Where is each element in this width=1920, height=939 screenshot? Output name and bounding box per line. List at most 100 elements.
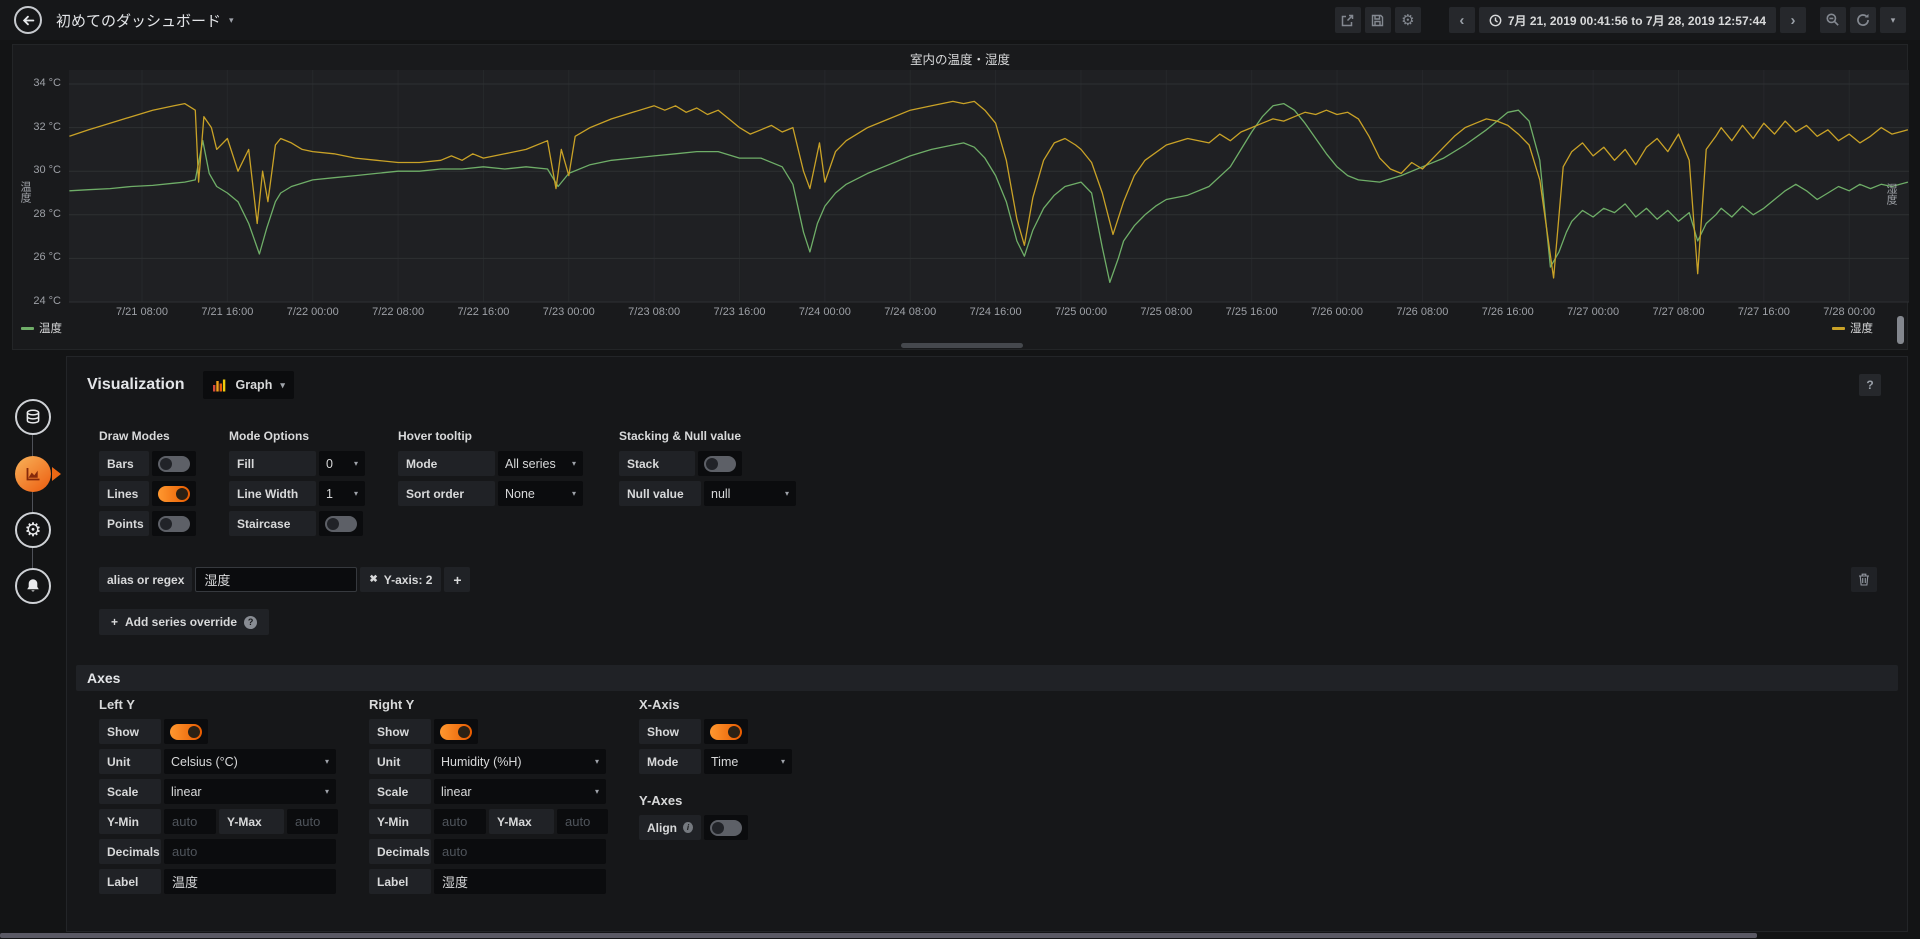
info-circle-icon: i bbox=[683, 822, 693, 833]
add-override-option-button[interactable]: + bbox=[444, 567, 471, 592]
tooltip-mode-select[interactable]: All series ▾ bbox=[498, 451, 583, 476]
visualization-type-select[interactable]: Graph ▾ bbox=[202, 371, 294, 399]
panel-horizontal-scrollbar[interactable] bbox=[901, 343, 1023, 348]
unit-label: Unit bbox=[369, 749, 431, 774]
time-forward-button[interactable]: › bbox=[1780, 7, 1806, 33]
stack-toggle[interactable] bbox=[698, 451, 742, 476]
null-value-select[interactable]: null ▾ bbox=[704, 481, 796, 506]
left-y-min-input[interactable] bbox=[164, 814, 216, 829]
y-axes-align-toggle[interactable] bbox=[704, 815, 748, 840]
zoom-out-icon bbox=[1826, 13, 1839, 26]
share-button[interactable] bbox=[1334, 7, 1361, 33]
x-tick-label: 7/23 00:00 bbox=[542, 306, 595, 318]
stacking-title: Stacking & Null value bbox=[619, 429, 742, 443]
left-y-label-input[interactable] bbox=[164, 874, 336, 889]
chevron-down-icon: ▾ bbox=[784, 489, 789, 498]
decimals-field bbox=[164, 839, 336, 864]
staircase-label: Staircase bbox=[229, 511, 316, 536]
show-label: Show bbox=[639, 719, 701, 744]
right-y-label-input[interactable] bbox=[434, 874, 606, 889]
show-label: Show bbox=[99, 719, 161, 744]
chevron-down-icon: ▾ bbox=[571, 489, 576, 498]
x-tick-label: 7/24 08:00 bbox=[884, 306, 937, 318]
y-axes-title: Y-Axes bbox=[639, 793, 683, 808]
delete-override-button[interactable] bbox=[1851, 567, 1877, 592]
page-scrollbar-thumb[interactable] bbox=[0, 933, 1757, 938]
x-tick-label: 7/21 08:00 bbox=[116, 306, 168, 318]
back-button[interactable] bbox=[14, 6, 42, 34]
right-y-title: Right Y bbox=[369, 697, 415, 712]
x-tick-label: 7/27 00:00 bbox=[1567, 306, 1620, 318]
right-y-show-toggle[interactable] bbox=[434, 719, 478, 744]
bar-chart-icon bbox=[212, 379, 225, 392]
time-range-picker[interactable]: 7月 21, 2019 00:41:56 to 7月 28, 2019 12:5… bbox=[1478, 7, 1776, 33]
x-axis-mode-select[interactable]: Time ▾ bbox=[704, 749, 792, 774]
panel-title[interactable]: 室内の温度・湿度 bbox=[909, 53, 1010, 67]
time-range-text: 7月 21, 2019 00:41:56 to 7月 28, 2019 12:5… bbox=[1507, 13, 1766, 28]
help-button[interactable]: ? bbox=[1859, 374, 1881, 396]
scale-label: Scale bbox=[369, 779, 431, 804]
add-series-override-button[interactable]: + Add series override ? bbox=[99, 609, 270, 635]
chevron-down-icon: ▾ bbox=[594, 787, 599, 796]
bars-toggle[interactable] bbox=[152, 451, 196, 476]
alias-or-regex-label: alias or regex bbox=[99, 567, 193, 592]
visualization-section-title: Visualization bbox=[87, 376, 185, 393]
left-y-show-toggle[interactable] bbox=[164, 719, 208, 744]
right-y-unit-select[interactable]: Humidity (%H) ▾ bbox=[434, 749, 606, 774]
left-y-max-input[interactable] bbox=[287, 814, 338, 829]
override-yaxis-tag[interactable]: ✖ Y-axis: 2 bbox=[360, 567, 442, 592]
ymin-label: Y-Min bbox=[369, 809, 431, 834]
tab-queries[interactable] bbox=[15, 399, 51, 435]
chevron-down-icon: ▾ bbox=[594, 757, 599, 766]
lines-toggle[interactable] bbox=[152, 481, 196, 506]
x-axis-show-toggle[interactable] bbox=[704, 719, 748, 744]
remove-icon[interactable]: ✖ bbox=[369, 574, 378, 585]
left-y-scale-select[interactable]: linear ▾ bbox=[164, 779, 336, 804]
alias-or-regex-input[interactable] bbox=[196, 572, 357, 587]
database-icon bbox=[26, 409, 40, 424]
align-label: Align i bbox=[639, 815, 701, 840]
refresh-interval-dropdown[interactable]: ▾ bbox=[1880, 7, 1906, 33]
left-y-unit-select[interactable]: Celsius (°C) ▾ bbox=[164, 749, 336, 774]
right-y-decimals-input[interactable] bbox=[434, 844, 606, 859]
refresh-button[interactable] bbox=[1850, 7, 1876, 33]
left-y-decimals-input[interactable] bbox=[164, 844, 336, 859]
page-horizontal-scrollbar[interactable] bbox=[0, 932, 1920, 939]
time-back-button[interactable]: ‹ bbox=[1448, 7, 1475, 33]
tab-general[interactable]: ⚙ bbox=[15, 512, 51, 548]
points-toggle[interactable] bbox=[152, 511, 196, 536]
right-y-max-input[interactable] bbox=[557, 814, 608, 829]
tab-alert[interactable] bbox=[15, 568, 51, 604]
left-axis-title: 温度 bbox=[19, 181, 31, 203]
tab-connector-line bbox=[32, 417, 33, 586]
chevron-down-icon: ▾ bbox=[353, 459, 358, 468]
bell-icon bbox=[27, 579, 39, 592]
plus-icon: + bbox=[111, 615, 119, 629]
vertical-scrollbar-thumb[interactable] bbox=[1897, 316, 1904, 344]
question-circle-icon: ? bbox=[244, 615, 258, 629]
dashboard-title: 初めてのダッシュボード bbox=[56, 12, 222, 30]
series-override-row: alias or regex ✖ Y-axis: 2 + bbox=[99, 567, 471, 592]
tooltip-mode-label: Mode bbox=[398, 451, 495, 476]
ymax-label: Y-Max bbox=[489, 809, 554, 834]
legend-item-humidity[interactable]: 湿度 bbox=[1832, 320, 1873, 336]
save-button[interactable] bbox=[1364, 7, 1391, 33]
dashboard-settings-button[interactable]: ⚙ bbox=[1394, 7, 1421, 33]
dashboard-title-dropdown[interactable]: 初めてのダッシュボード ▾ bbox=[56, 10, 234, 31]
y-tick-label: 30 °C bbox=[33, 164, 61, 177]
mode-options-title: Mode Options bbox=[229, 429, 309, 443]
fill-select[interactable]: 0 ▾ bbox=[319, 451, 365, 476]
fill-label: Fill bbox=[229, 451, 316, 476]
time-series-chart[interactable] bbox=[13, 45, 1909, 351]
right-y-scale-select[interactable]: linear ▾ bbox=[434, 779, 606, 804]
axes-section-header[interactable]: Axes bbox=[76, 665, 1898, 691]
sort-order-select[interactable]: None ▾ bbox=[498, 481, 583, 506]
line-width-select[interactable]: 1 ▾ bbox=[319, 481, 365, 506]
tab-visualization[interactable] bbox=[15, 456, 51, 492]
points-label: Points bbox=[99, 511, 149, 536]
legend-item-temperature[interactable]: 温度 bbox=[21, 320, 62, 336]
zoom-out-button[interactable] bbox=[1820, 7, 1846, 33]
staircase-toggle[interactable] bbox=[319, 511, 363, 536]
right-y-min-input[interactable] bbox=[434, 814, 486, 829]
x-tick-label: 7/26 00:00 bbox=[1311, 306, 1364, 318]
